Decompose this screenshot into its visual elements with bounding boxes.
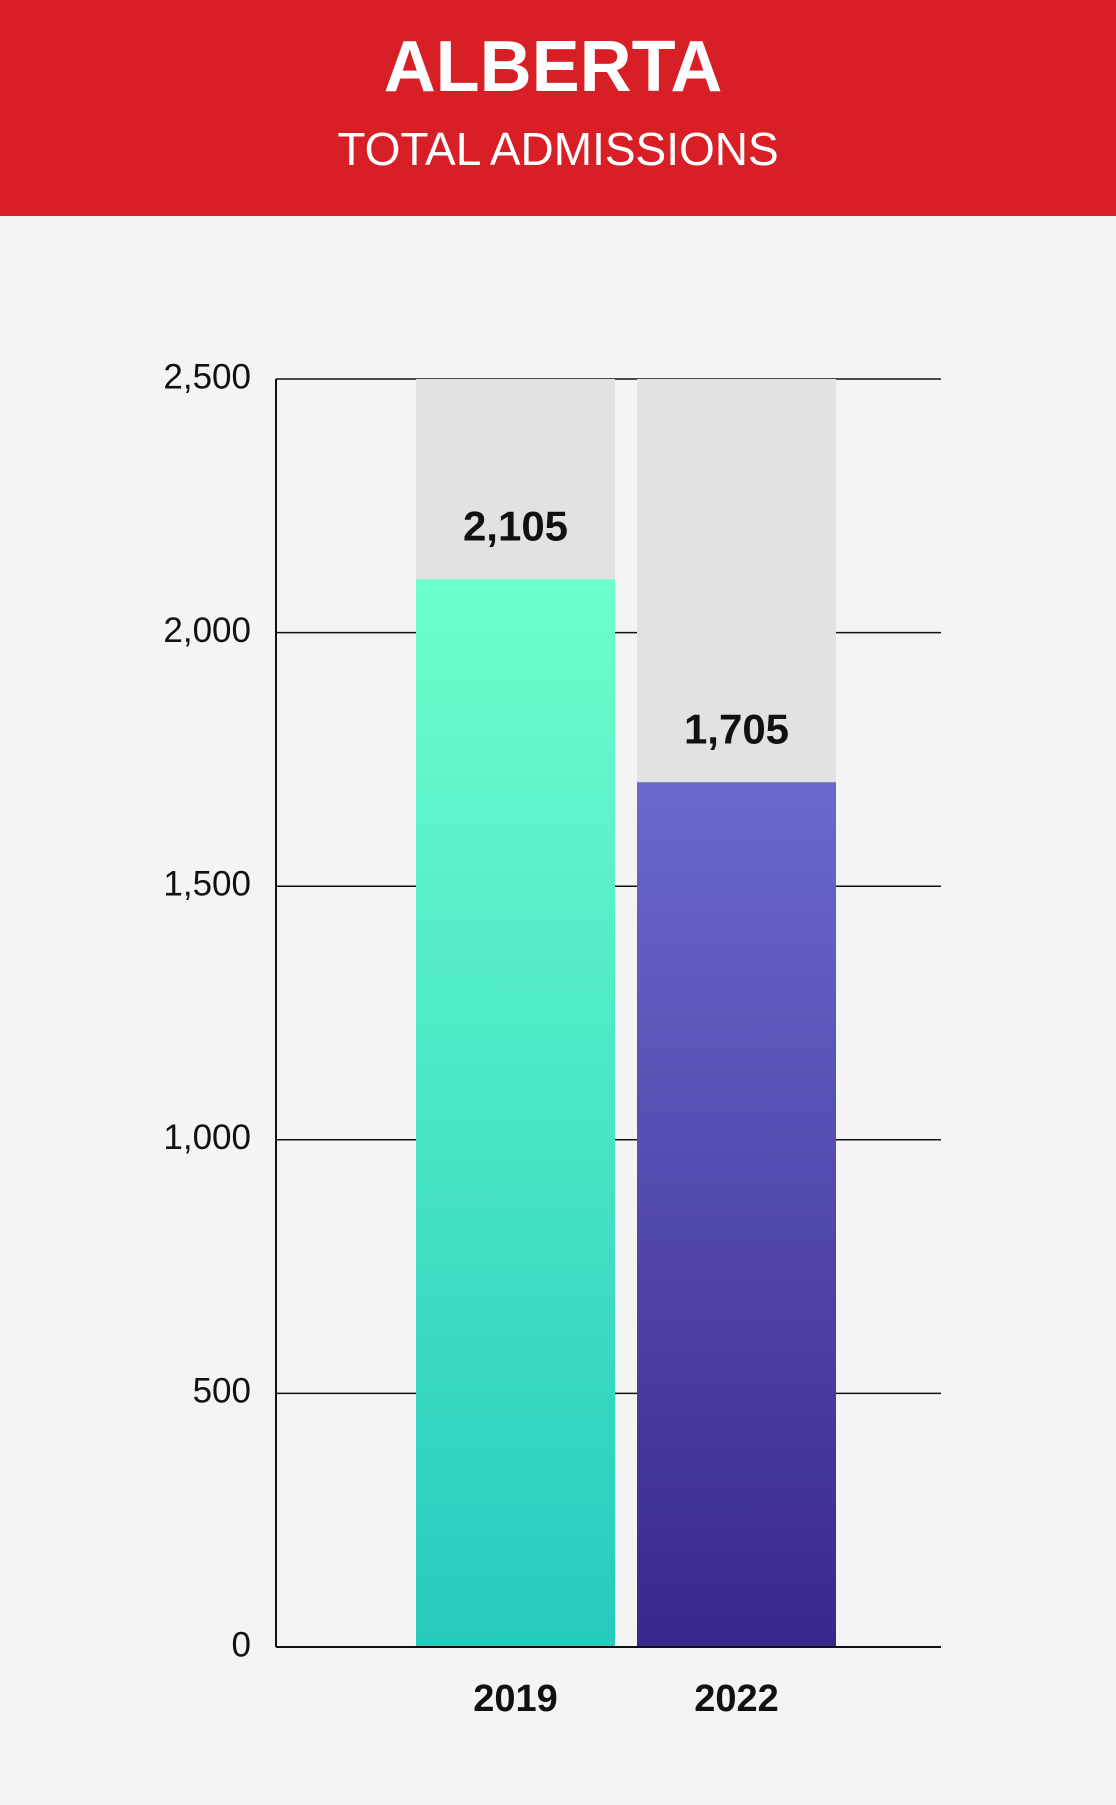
y-tick-label: 1,500 [163,864,251,903]
x-tick-label: 2022 [694,1678,779,1720]
y-tick-label: 1,000 [163,1118,251,1157]
bar [416,579,615,1647]
y-tick-label: 500 [193,1372,251,1411]
bar [637,782,836,1647]
y-tick-label: 0 [232,1625,251,1664]
value-label: 2,105 [463,502,568,549]
header-band [0,0,1116,216]
x-tick-label: 2019 [473,1678,558,1720]
chart-subtitle: TOTAL ADMISSIONS [337,123,778,175]
chart-title: ALBERTA [384,27,723,107]
bars: 2,105 2019 1,705 2022 [416,379,836,1720]
y-tick-label: 2,000 [163,611,251,650]
y-tick-label: 2,500 [163,357,251,396]
value-label: 1,705 [684,705,789,752]
